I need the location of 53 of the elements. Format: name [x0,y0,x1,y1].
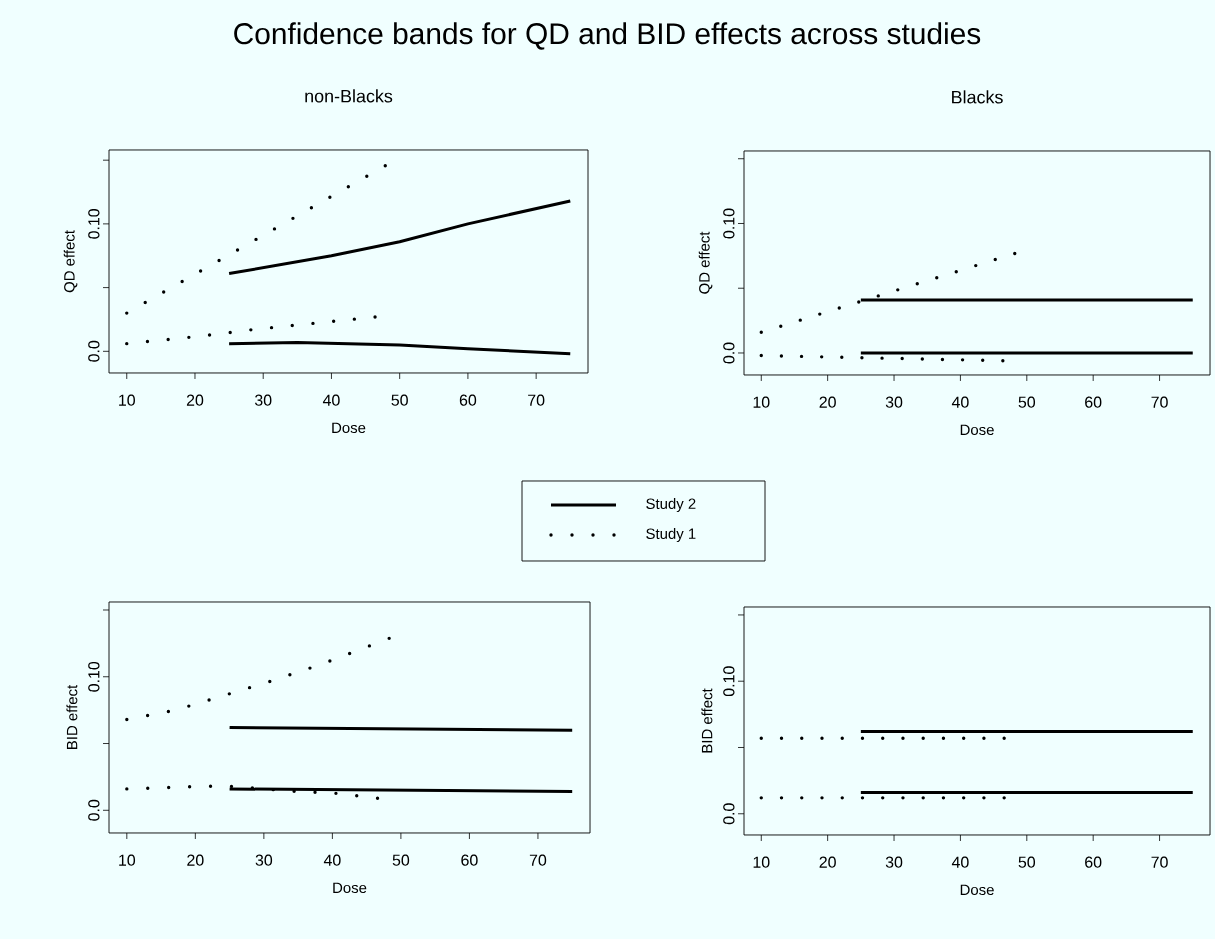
x-tick-label: 20 [187,854,204,866]
x-tick-label: 50 [1018,856,1036,868]
y-tick-label: 0.10 [88,209,100,239]
y-tick-label: 0.0 [723,342,735,364]
x-axis-title: Dose [960,884,994,896]
x-tick-label: 30 [885,856,903,868]
x-tick-label: 50 [391,394,408,406]
x-tick-label: 40 [323,854,341,866]
x-tick-label: 70 [1151,396,1168,408]
x-tick-label: 60 [1085,396,1102,408]
x-tick-label: 40 [951,396,969,408]
y-tick-label: 0.10 [723,666,735,697]
x-tick-label: 30 [885,396,903,408]
x-tick-label: 40 [322,394,340,406]
legend-label: Study 1 [646,528,696,542]
legend-label: Study 2 [646,498,696,512]
chart-title: Confidence bands for QD and BID effects across studies [234,22,981,50]
y-axis-title: BID effect [66,684,78,749]
chart-subtitle: Blacks [952,90,1003,104]
x-tick-label: 10 [119,854,136,866]
y-axis-title: BID effect [701,688,713,753]
x-tick-label: 60 [1085,856,1102,868]
x-tick-label: 60 [461,854,478,866]
x-tick-label: 30 [254,394,272,406]
line-series [125,636,392,722]
x-tick-label: 50 [1018,396,1036,408]
x-tick-label: 50 [392,854,410,866]
x-tick-label: 40 [951,856,969,868]
y-tick-label: 0.0 [88,799,100,821]
line-series [227,199,572,276]
x-tick-label: 70 [529,854,547,866]
y-tick-label: 0.0 [88,340,100,362]
x-tick-label: 60 [459,394,477,406]
line-series [227,340,572,356]
chart-subtitle: non-Blacks [305,89,393,103]
y-tick-label: 0.10 [723,208,735,239]
x-axis-title: Dose [332,422,366,434]
x-tick-label: 20 [819,396,836,408]
x-tick-label: 20 [819,856,836,868]
x-tick-label: 70 [528,394,545,406]
y-axis-title: QD effect [698,231,713,294]
x-tick-label: 10 [119,394,135,406]
x-tick-label: 10 [753,396,770,408]
line-series [125,315,378,346]
y-axis-title: QD effect [63,230,78,293]
x-tick-label: 20 [186,394,204,406]
x-axis-title: Dose [960,424,994,436]
y-tick-label: 0.10 [88,661,100,692]
x-tick-label: 30 [255,854,273,866]
y-tick-label: 0.0 [723,803,735,825]
x-tick-label: 70 [1151,856,1168,868]
x-axis-title: Dose [333,882,367,894]
x-tick-label: 10 [753,856,770,868]
